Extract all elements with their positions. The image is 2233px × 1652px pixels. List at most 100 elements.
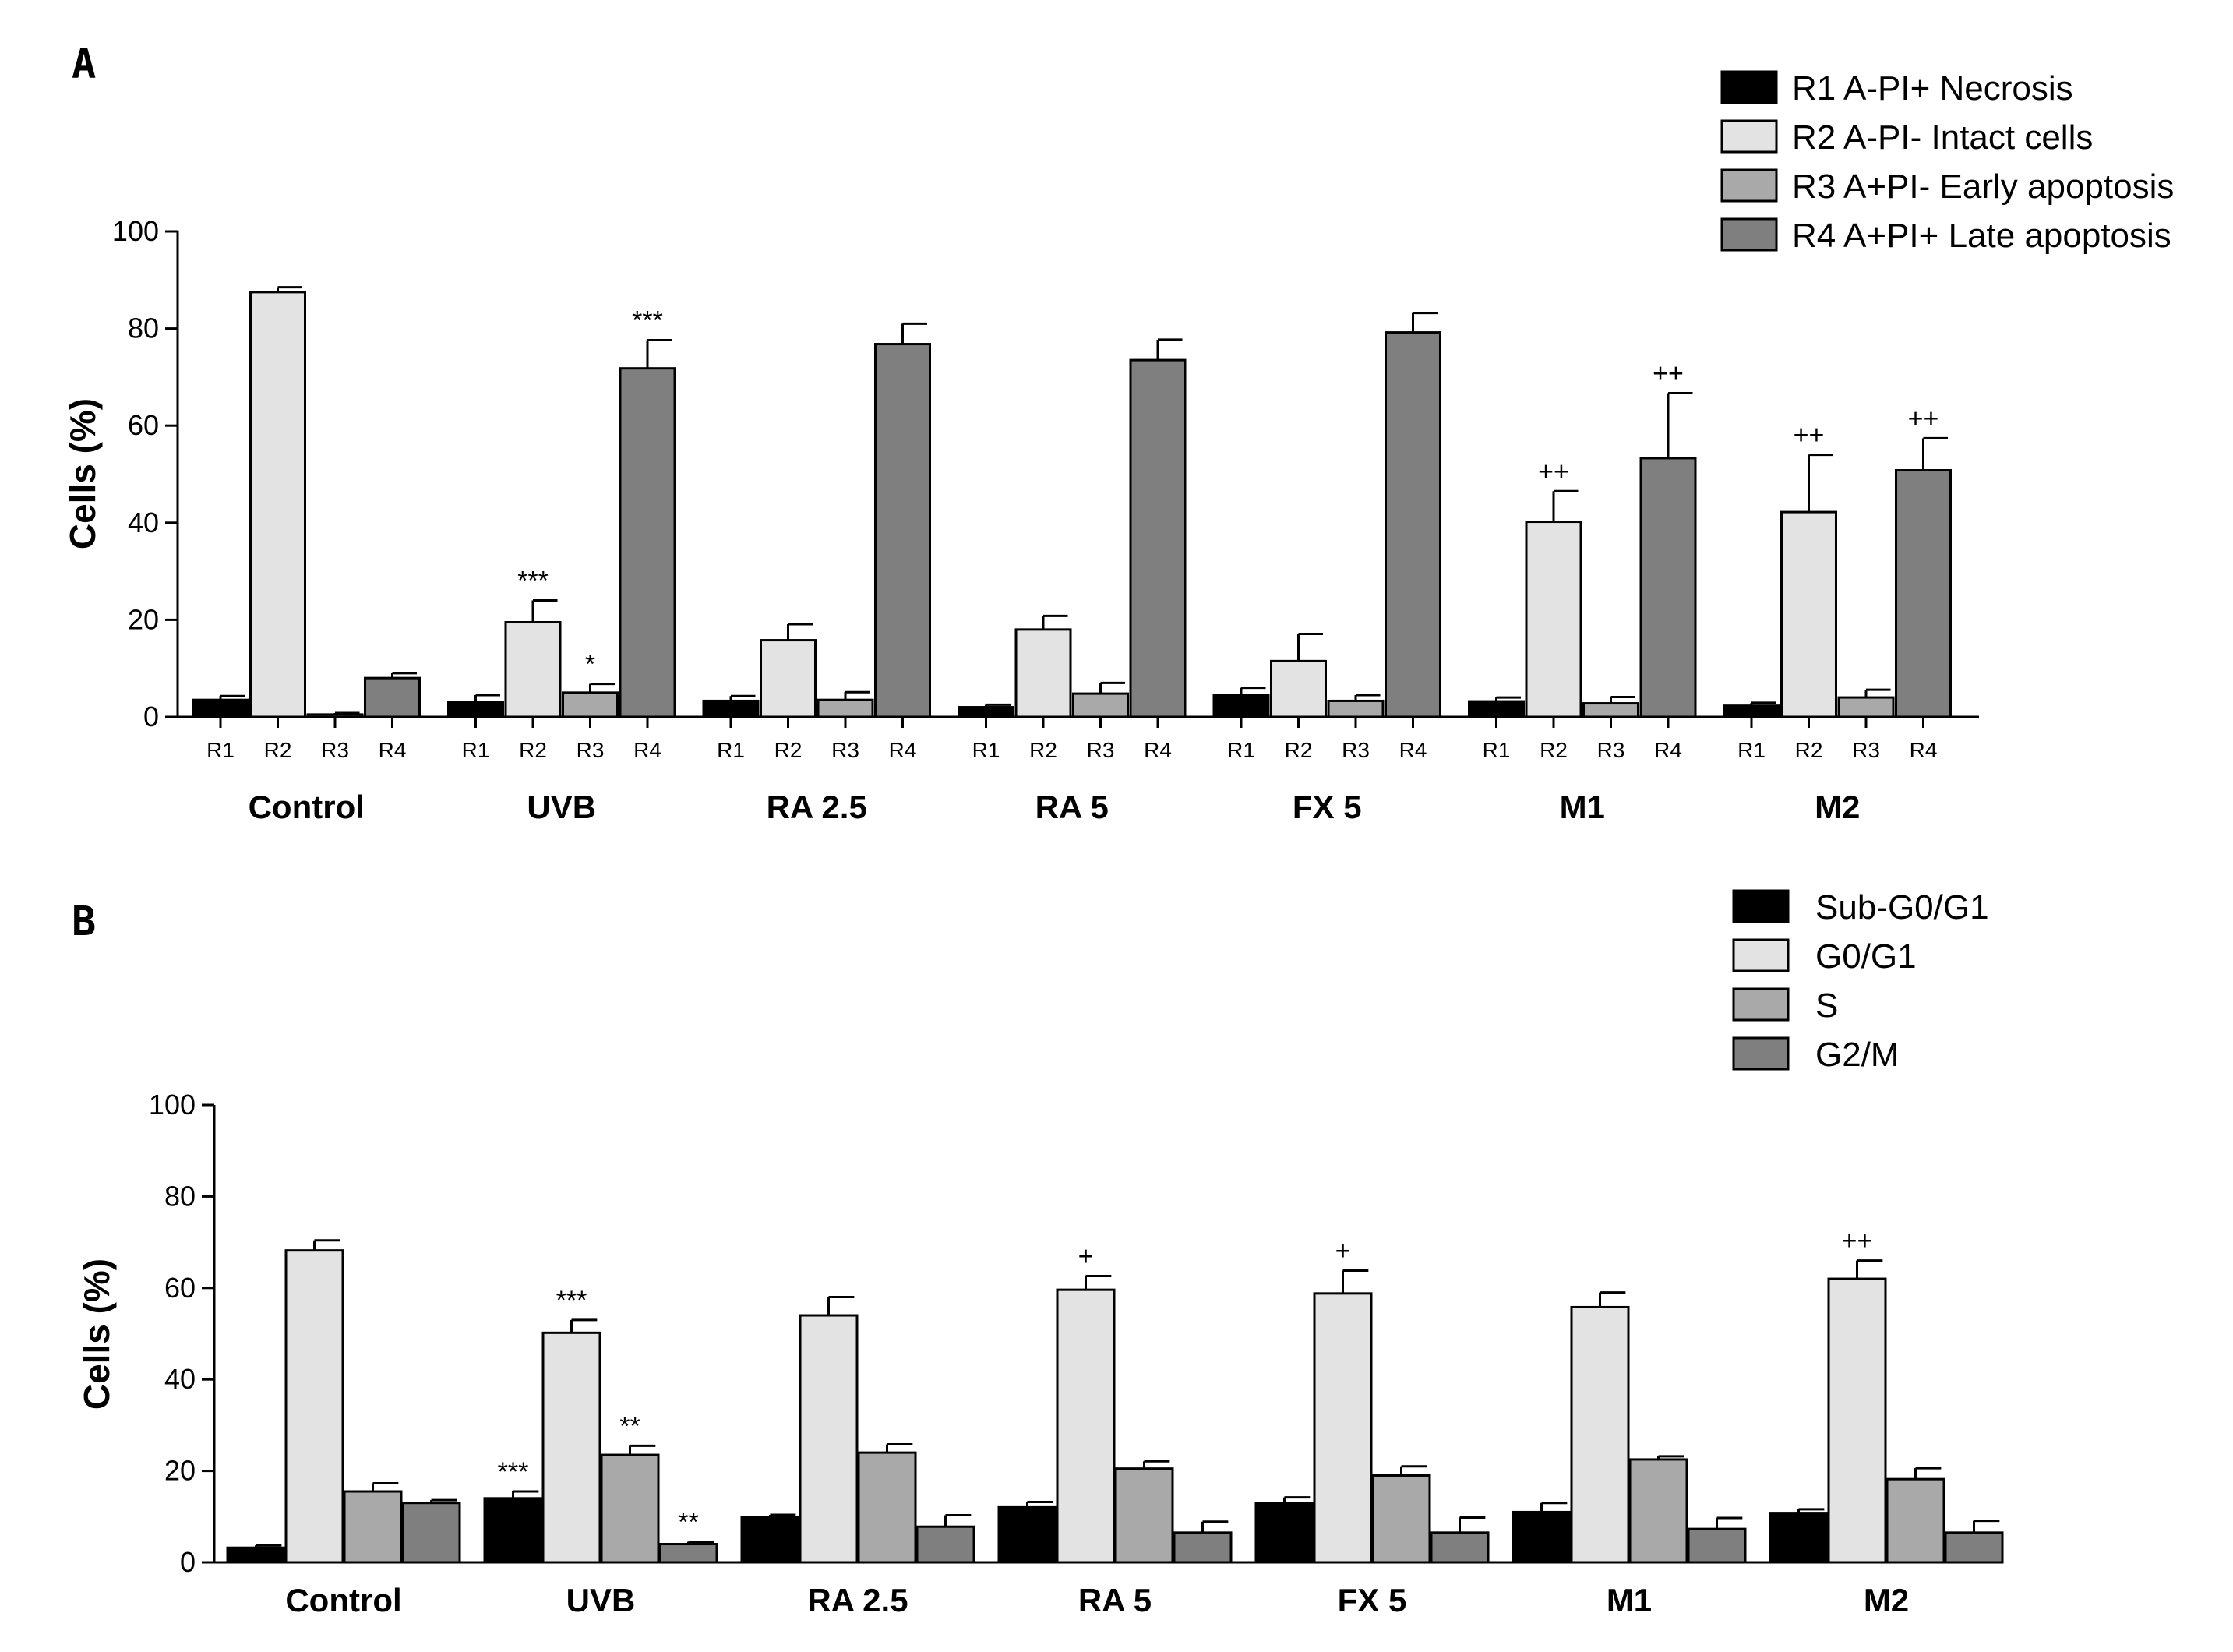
panel-b-bar-ra-2-5-4 (915, 1525, 975, 1564)
panel-b-bar-fx-5-1 (1254, 1502, 1314, 1564)
panel-a-legend-swatch-1 (1720, 70, 1778, 104)
panel-a-y-tick-label: 60 (128, 409, 159, 441)
panel-a-significance-marker: *** (632, 306, 663, 336)
panel-a-group-label-uvb: UVB (527, 789, 596, 825)
panel-a-legend-label-4: R4 A+PI+ Late apoptosis (1792, 217, 2171, 255)
panel-a-significance-marker: ++ (1908, 404, 1939, 433)
panel-b-legend-swatch-4 (1732, 1036, 1790, 1071)
panel-a-sub-label: R3 (577, 738, 605, 762)
panel-a-sub-label: R2 (774, 738, 803, 762)
panel-a-group-label-m2: M2 (1815, 789, 1860, 825)
panel-a-bar-ra-5-2 (1014, 628, 1072, 718)
panel-b-bar-fx-5-2 (1313, 1292, 1373, 1564)
panel-a-sub-label: R1 (1737, 738, 1766, 762)
panel-b-group-label-uvb: UVB (566, 1582, 636, 1618)
panel-a-group-label-fx-5: FX 5 (1293, 789, 1362, 825)
panel-a-bar-m1-2 (1525, 521, 1582, 718)
panel-a-bar-ra-2-5-3 (817, 698, 874, 718)
panel-a-sub-label: R3 (1852, 738, 1880, 762)
panel-a-legend-swatch-3 (1720, 168, 1778, 203)
panel-b-bar-fx-5-3 (1371, 1474, 1431, 1564)
panel-a-bar-control-3 (306, 713, 364, 718)
panel-b-significance-marker: *** (556, 1286, 587, 1315)
panel-b-y-tick-label: 80 (164, 1180, 196, 1212)
panel-a-sub-label: R3 (1597, 738, 1625, 762)
panel-b-bar-ra-5-1 (997, 1505, 1057, 1564)
panel-a-y-tick-label: 100 (112, 215, 159, 247)
panel-a-bar-control-2 (249, 291, 306, 718)
panel-a-bar-control-4 (364, 676, 421, 718)
panel-b-letter: B (72, 898, 96, 945)
panel-b-legend-swatch-3 (1732, 987, 1790, 1022)
panel-a-bar-ra-5-4 (1129, 358, 1187, 718)
panel-a-bar-ra-5-3 (1072, 692, 1129, 718)
panel-a-bar-ra-2-5-1 (702, 699, 760, 718)
panel-b-group-label-m2: M2 (1864, 1582, 1909, 1618)
panel-b-bar-control-4 (401, 1502, 461, 1564)
panel-a-bar-control-1 (192, 698, 249, 718)
panel-b-legend-label-1: Sub-G0/G1 (1815, 888, 1989, 927)
panel-a-sub-label: R1 (462, 738, 490, 762)
panel-b-bar-m2-2 (1827, 1277, 1887, 1564)
panel-a-legend-swatch-2 (1720, 119, 1778, 154)
panel-b-bar-m2-3 (1886, 1477, 1945, 1564)
panel-b-significance-marker: ++ (1842, 1227, 1873, 1256)
panel-b-group-label-m1: M1 (1607, 1582, 1652, 1618)
panel-a-significance-marker: *** (517, 566, 549, 595)
panel-a-sub-label: R4 (1144, 738, 1172, 762)
panel-b-y-tick-label: 0 (180, 1546, 196, 1578)
panel-a-bar-uvb-1 (447, 701, 504, 718)
panel-a-significance-marker: ++ (1794, 421, 1825, 450)
panel-a-y-axis-title: Cells (%) (62, 398, 103, 549)
panel-a-bar-m2-3 (1837, 696, 1895, 718)
panel-b-legend-label-2: G0/G1 (1815, 937, 1917, 976)
panel-a-sub-label: R2 (1795, 738, 1823, 762)
panel-a-bar-uvb-2 (504, 621, 562, 718)
panel-a-legend-label-3: R3 A+PI- Early apoptosis (1792, 168, 2174, 206)
panel-b-bar-m1-1 (1512, 1510, 1572, 1564)
panel-b-legend-label-4: G2/M (1815, 1036, 1900, 1074)
panel-b-bar-ra-2-5-3 (857, 1451, 917, 1564)
panel-b-significance-marker: ** (678, 1508, 698, 1537)
panel-a-group-label-control: Control (249, 789, 365, 825)
panel-b-y-tick-label: 20 (164, 1455, 196, 1487)
panel-a-significance-marker: * (585, 650, 595, 680)
panel-a-group-label-ra-2-5: RA 2.5 (767, 789, 867, 825)
panel-b-bar-ra-2-5-1 (740, 1516, 800, 1564)
panel-b-significance-marker: ** (619, 1411, 640, 1441)
panel-a-bar-fx-5-3 (1327, 699, 1385, 718)
panel-b-significance-marker: *** (498, 1457, 529, 1487)
panel-a-sub-label: R4 (1910, 738, 1938, 762)
panel-a-sub-label: R3 (321, 738, 349, 762)
panel-b-bar-control-2 (284, 1249, 344, 1564)
panel-a-bar-ra-5-1 (958, 706, 1014, 718)
panel-a-sub-label: R4 (633, 738, 661, 762)
panel-b-group-label-ra-2-5: RA 2.5 (807, 1582, 908, 1618)
panel-a: A 0 20 40 60 80 100 Cells (%) R1 R2 R3 R4 Control R1… (62, 41, 2174, 825)
panel-a-sub-label: R1 (1483, 738, 1511, 762)
panel-a-bar-m2-4 (1895, 469, 1952, 718)
panel-a-bar-fx-5-1 (1212, 694, 1270, 718)
panel-a-significance-marker: ++ (1653, 358, 1684, 388)
panel-a-sub-label: R2 (1285, 738, 1313, 762)
panel-a-y-tick-label: 20 (128, 603, 159, 635)
panel-a-y-tick-label: 0 (143, 701, 159, 732)
panel-b-bar-uvb-3 (600, 1453, 660, 1564)
panel-b-bar-m1-3 (1628, 1458, 1688, 1564)
panel-a-bar-ra-2-5-2 (760, 639, 817, 718)
panel-b-bar-m2-1 (1769, 1512, 1829, 1564)
panel-b-y-axis-title: Cells (%) (76, 1258, 117, 1410)
panel-a-bar-m2-2 (1780, 510, 1837, 718)
panel-a-sub-label: R2 (1029, 738, 1057, 762)
panel-b-bar-control-3 (343, 1490, 403, 1564)
panel-a-sub-label: R4 (889, 738, 917, 762)
panel-a-sub-label: R2 (264, 738, 292, 762)
panel-b-bar-fx-5-4 (1430, 1531, 1490, 1564)
panel-a-sub-label: R1 (206, 738, 235, 762)
panel-a-sub-label: R3 (831, 738, 859, 762)
panel-b-group-label-fx-5: FX 5 (1338, 1582, 1407, 1618)
panel-a-letter: A (72, 41, 96, 88)
panel-b-bar-m1-2 (1570, 1305, 1630, 1564)
panel-a-sub-label: R2 (1540, 738, 1568, 762)
